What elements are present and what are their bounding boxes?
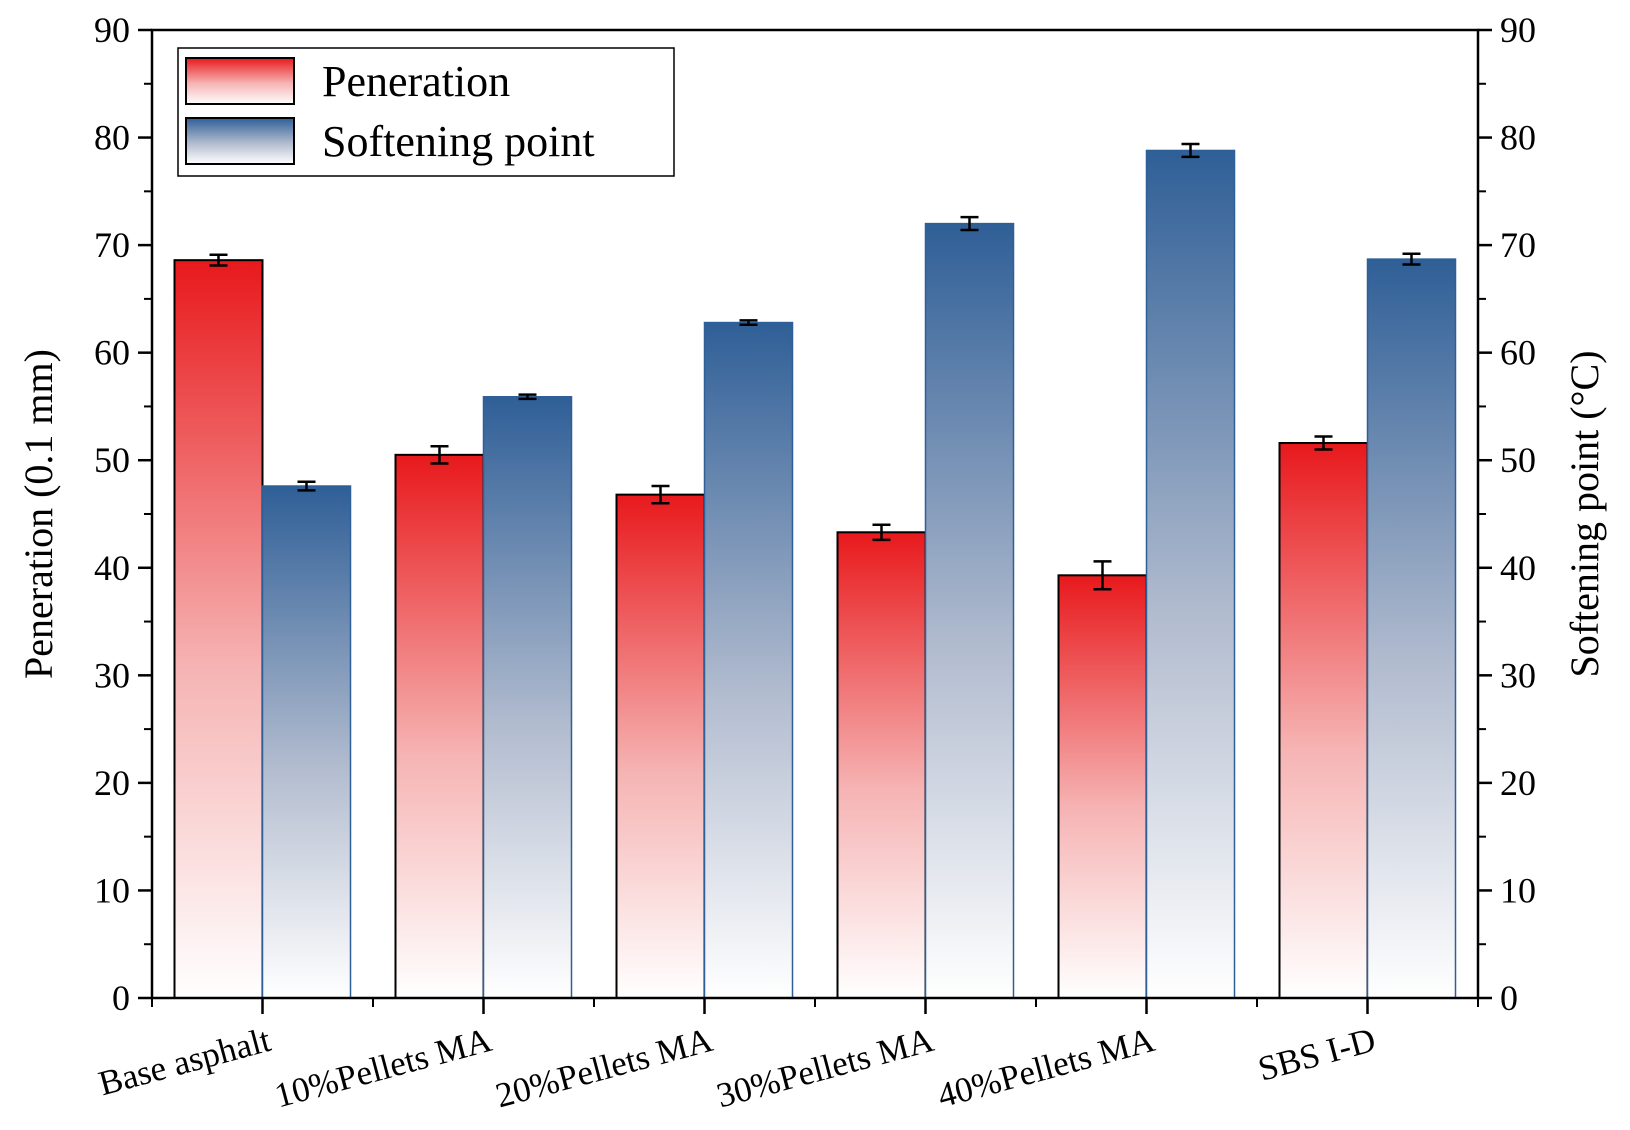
legend-swatch-0 xyxy=(185,57,295,105)
y2-tick-label-7: 70 xyxy=(1500,225,1536,265)
y-tick-label-0: 0 xyxy=(112,978,130,1018)
bar-softening-point-4 xyxy=(1145,149,1236,999)
y-tick-label-4: 40 xyxy=(94,548,130,588)
bar-peneration-4 xyxy=(1057,574,1148,999)
y2-tick-label-6: 60 xyxy=(1500,333,1536,373)
bars-layer xyxy=(173,142,1457,1000)
y2-tick-label-2: 20 xyxy=(1500,763,1536,803)
bar-peneration-0 xyxy=(173,259,264,999)
errorbar-peneration-4 xyxy=(1093,560,1112,591)
bar-peneration-5 xyxy=(1278,442,1369,1000)
y2-tick-label-5: 50 xyxy=(1500,440,1536,480)
y2-axis-title: Softening point (°C) xyxy=(1562,350,1607,677)
y-tick-label-6: 60 xyxy=(94,333,130,373)
errorbar-softening-point-5 xyxy=(1402,252,1421,266)
x-tick-label-2: 20%Pellets MA xyxy=(491,1020,717,1115)
bar-softening-point-3 xyxy=(924,222,1015,999)
y2-tick-label-9: 90 xyxy=(1500,10,1536,50)
axes-layer xyxy=(138,28,1492,1014)
errorbar-peneration-0 xyxy=(209,253,228,267)
y-axis-title: Peneration (0.1 mm) xyxy=(16,349,61,679)
y-tick-label-9: 90 xyxy=(94,10,130,50)
bar-peneration-1 xyxy=(394,453,485,1000)
y2-tick-label-8: 80 xyxy=(1500,118,1536,158)
x-tick-label-4: 40%Pellets MA xyxy=(933,1020,1159,1115)
y-tick-label-5: 50 xyxy=(94,440,130,480)
errorbar-softening-point-3 xyxy=(960,215,979,232)
bar-softening-point-0 xyxy=(261,485,352,999)
errorbar-peneration-3 xyxy=(872,523,891,542)
errorbar-peneration-1 xyxy=(430,444,449,465)
bar-softening-point-1 xyxy=(482,396,573,999)
bar-softening-point-2 xyxy=(703,321,794,999)
x-tick-label-5: SBS I-D xyxy=(1254,1020,1380,1089)
y2-tick-label-4: 40 xyxy=(1500,548,1536,588)
y-tick-label-7: 70 xyxy=(94,225,130,265)
bar-softening-point-5 xyxy=(1366,258,1457,999)
y2-tick-label-3: 30 xyxy=(1500,655,1536,695)
y-tick-label-2: 20 xyxy=(94,763,130,803)
bar-peneration-2 xyxy=(615,493,706,999)
errorbar-softening-point-4 xyxy=(1181,142,1200,159)
legend: Peneration Softening point xyxy=(177,47,675,177)
x-tick-label-0: Base asphalt xyxy=(95,1020,275,1103)
errorbar-softening-point-1 xyxy=(518,393,537,401)
legend-label-1: Softening point xyxy=(322,117,595,166)
y2-tick-label-1: 10 xyxy=(1500,870,1536,910)
errorbar-softening-point-0 xyxy=(297,480,316,492)
x-tick-label-1: 10%Pellets MA xyxy=(270,1020,496,1115)
errorbar-peneration-5 xyxy=(1314,435,1333,451)
y-tick-label-1: 10 xyxy=(94,870,130,910)
legend-label-0: Peneration xyxy=(322,57,510,106)
x-tick-label-3: 30%Pellets MA xyxy=(712,1020,938,1115)
errorbar-softening-point-2 xyxy=(739,319,758,326)
y2-tick-label-0: 0 xyxy=(1500,978,1518,1018)
errorbar-peneration-2 xyxy=(651,484,670,505)
y-tick-label-3: 30 xyxy=(94,655,130,695)
bar-peneration-3 xyxy=(836,531,927,999)
y-tick-label-8: 80 xyxy=(94,118,130,158)
legend-swatch-1 xyxy=(185,117,295,165)
